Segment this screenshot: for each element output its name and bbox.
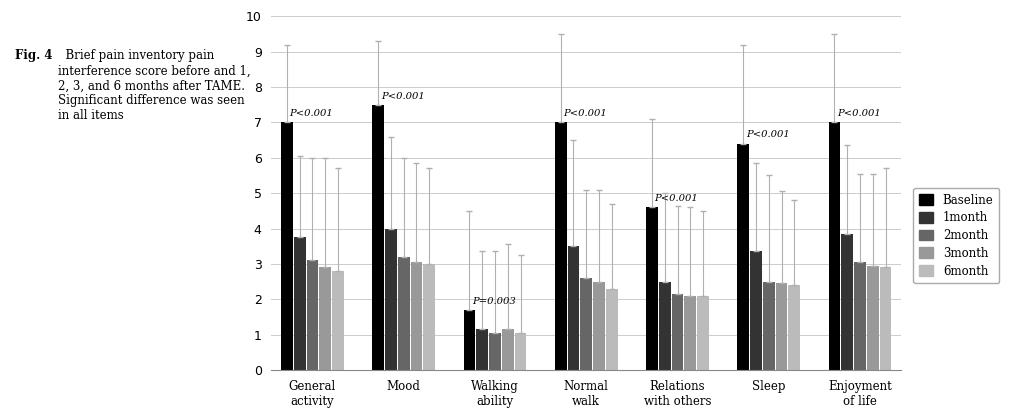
Bar (515, 333, 526, 370)
Text: P<0.001: P<0.001 (381, 92, 425, 101)
Legend: Baseline, 1month, 2month, 3month, 6month: Baseline, 1month, 2month, 3month, 6month (913, 188, 999, 284)
Text: P<0.001: P<0.001 (837, 109, 881, 118)
Bar (332, 271, 344, 370)
Bar (606, 289, 617, 370)
Bar (697, 296, 709, 370)
Bar (737, 144, 750, 370)
Text: P<0.001: P<0.001 (290, 109, 333, 118)
Text: Fig. 4: Fig. 4 (15, 49, 53, 62)
Bar (319, 268, 331, 370)
Bar (373, 105, 384, 370)
Bar (502, 329, 514, 370)
Bar (555, 122, 566, 370)
Bar (476, 329, 488, 370)
Bar (306, 260, 318, 370)
Bar (854, 262, 866, 370)
Bar (397, 257, 410, 370)
Bar (567, 246, 580, 370)
Text: P<0.001: P<0.001 (654, 194, 698, 203)
Bar (658, 282, 671, 370)
Bar (788, 285, 800, 370)
Bar (880, 268, 892, 370)
Bar (464, 310, 475, 370)
Bar (411, 262, 422, 370)
Bar (423, 264, 435, 370)
Bar (751, 252, 762, 370)
Bar (294, 237, 305, 370)
Bar (593, 282, 605, 370)
Bar (842, 234, 853, 370)
Bar (646, 207, 657, 370)
Text: P<0.001: P<0.001 (563, 109, 607, 118)
Text: Brief pain inventory pain
interference score before and 1,
2, 3, and 6 months af: Brief pain inventory pain interference s… (58, 49, 251, 122)
Bar (672, 294, 683, 370)
Bar (684, 296, 696, 370)
Bar (581, 278, 592, 370)
Text: P<0.001: P<0.001 (745, 130, 790, 139)
Text: P=0.003: P=0.003 (472, 297, 516, 305)
Bar (828, 122, 841, 370)
Bar (867, 266, 879, 370)
Bar (763, 282, 775, 370)
Bar (489, 333, 501, 370)
Bar (775, 283, 787, 370)
Bar (385, 229, 397, 370)
Bar (281, 122, 293, 370)
